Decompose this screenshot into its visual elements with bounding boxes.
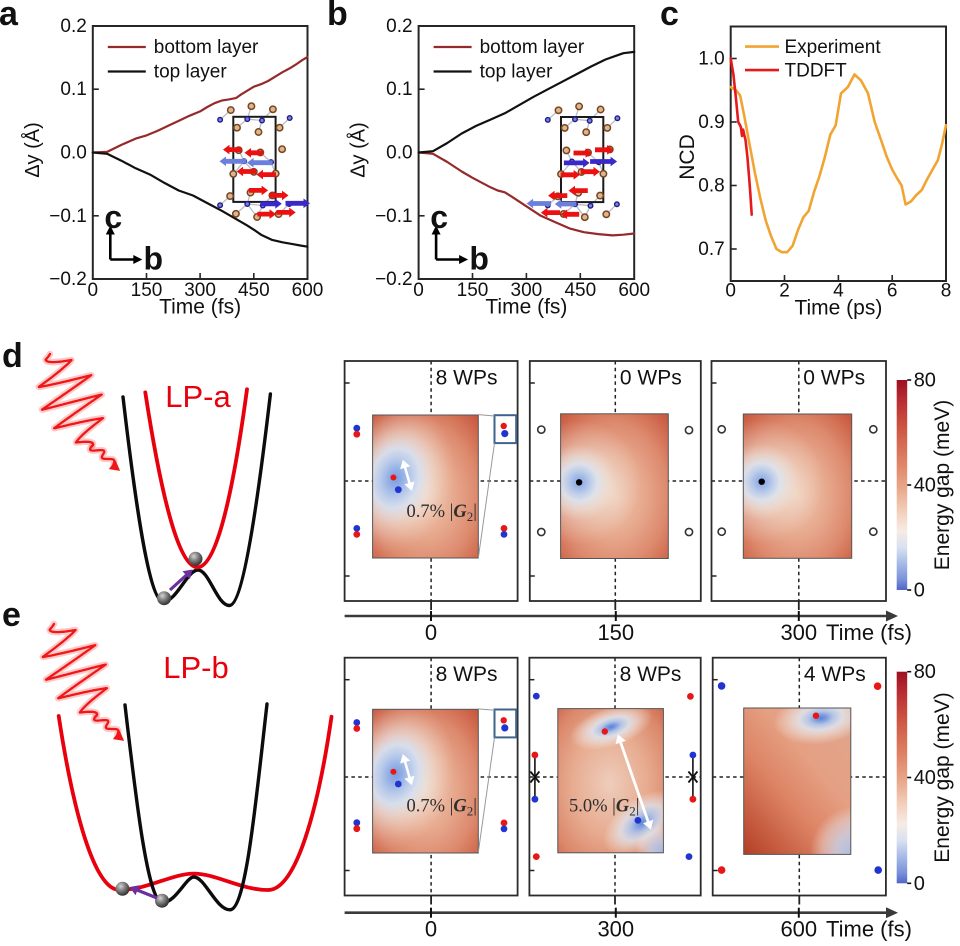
svg-text:top layer: top layer	[480, 62, 554, 83]
svg-text:0.7: 0.7	[698, 239, 724, 260]
svg-text:Time (fs): Time (fs)	[485, 296, 567, 319]
svg-text:600: 600	[292, 280, 324, 301]
svg-text:Δy (Å): Δy (Å)	[347, 122, 370, 178]
svg-text:1.0: 1.0	[698, 49, 724, 70]
svg-text:TDDFT: TDDFT	[785, 61, 848, 82]
svg-text:0 WPs: 0 WPs	[620, 367, 682, 390]
svg-text:NCD: NCD	[676, 134, 699, 180]
svg-text:a: a	[0, 0, 19, 33]
svg-text:b: b	[144, 241, 164, 277]
svg-text:0.7% |G2|: 0.7% |G2|	[407, 502, 477, 524]
svg-text:c: c	[104, 199, 122, 235]
svg-text:c: c	[430, 199, 448, 235]
svg-text:0: 0	[914, 873, 925, 895]
svg-text:0: 0	[425, 917, 437, 942]
svg-text:0.8: 0.8	[698, 176, 724, 197]
svg-text:Time (ps): Time (ps)	[794, 297, 882, 320]
svg-text:0: 0	[413, 280, 424, 301]
svg-text:40: 40	[914, 475, 936, 497]
svg-text:5.0% |G2|: 5.0% |G2|	[569, 797, 639, 819]
svg-text:Δy (Å): Δy (Å)	[21, 122, 44, 178]
svg-text:40: 40	[914, 767, 936, 789]
svg-text:top layer: top layer	[154, 62, 228, 83]
svg-text:0: 0	[88, 280, 99, 301]
svg-text:600: 600	[618, 280, 650, 301]
svg-text:Time (fs): Time (fs)	[159, 296, 241, 319]
svg-text:80: 80	[914, 661, 936, 683]
svg-text:4 WPs: 4 WPs	[804, 663, 866, 686]
svg-text:80: 80	[914, 370, 936, 392]
svg-text:b: b	[469, 241, 489, 277]
svg-text:300: 300	[511, 280, 543, 301]
svg-text:e: e	[2, 596, 21, 634]
svg-text:150: 150	[597, 620, 634, 645]
svg-text:LP-a: LP-a	[165, 379, 231, 414]
svg-text:8 WPs: 8 WPs	[620, 663, 682, 686]
svg-text:450: 450	[564, 280, 596, 301]
svg-text:6: 6	[887, 281, 898, 302]
svg-text:4: 4	[833, 281, 844, 302]
svg-text:0.1: 0.1	[60, 79, 86, 100]
svg-text:Time (fs): Time (fs)	[826, 917, 912, 942]
svg-text:LP-b: LP-b	[163, 650, 228, 685]
svg-text:−0.1: −0.1	[375, 206, 413, 227]
svg-text:d: d	[2, 337, 23, 375]
svg-text:0 WPs: 0 WPs	[803, 367, 865, 390]
svg-text:bottom layer: bottom layer	[154, 37, 259, 58]
svg-text:450: 450	[238, 280, 270, 301]
svg-text:0.2: 0.2	[386, 16, 412, 37]
svg-text:−0.2: −0.2	[375, 269, 413, 290]
svg-text:0.0: 0.0	[386, 143, 412, 164]
svg-text:−0.2: −0.2	[49, 269, 87, 290]
svg-text:bottom layer: bottom layer	[480, 37, 585, 58]
svg-text:b: b	[327, 0, 348, 33]
svg-text:150: 150	[457, 280, 489, 301]
svg-text:Time (fs): Time (fs)	[826, 620, 912, 645]
svg-text:8: 8	[941, 281, 952, 302]
svg-text:300: 300	[597, 917, 634, 942]
svg-text:8 WPs: 8 WPs	[436, 663, 498, 686]
svg-text:8 WPs: 8 WPs	[436, 367, 498, 390]
svg-text:Energy gap (meV): Energy gap (meV)	[931, 400, 954, 570]
svg-text:0: 0	[914, 580, 925, 602]
svg-text:0.2: 0.2	[60, 16, 86, 37]
svg-text:2: 2	[779, 281, 790, 302]
svg-text:0.7% |G2|: 0.7% |G2|	[407, 797, 477, 819]
svg-text:0.9: 0.9	[698, 112, 724, 133]
svg-text:600: 600	[780, 917, 817, 942]
svg-text:300: 300	[780, 620, 817, 645]
svg-text:c: c	[660, 0, 679, 33]
svg-text:150: 150	[131, 280, 163, 301]
svg-text:0.0: 0.0	[60, 143, 86, 164]
svg-text:−0.1: −0.1	[49, 206, 87, 227]
svg-text:300: 300	[184, 280, 216, 301]
svg-text:0: 0	[425, 620, 437, 645]
svg-text:0: 0	[725, 281, 736, 302]
svg-text:Experiment: Experiment	[785, 37, 882, 58]
svg-text:Energy gap (meV): Energy gap (meV)	[931, 692, 954, 862]
svg-text:0.1: 0.1	[386, 79, 412, 100]
